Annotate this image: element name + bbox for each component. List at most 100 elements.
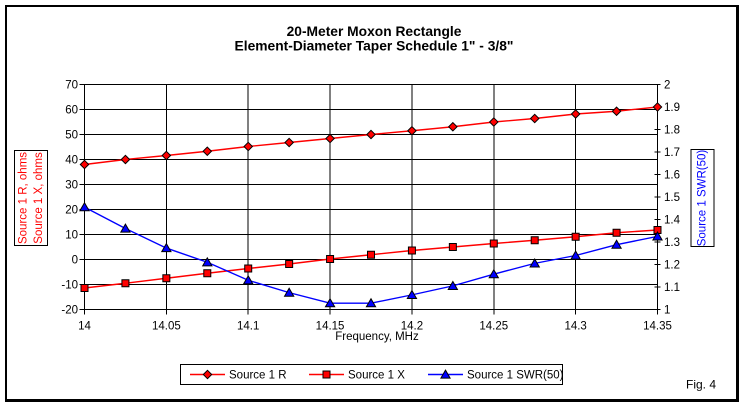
x-tick-label: 14.1 [237,321,259,333]
data-point-marker [119,223,131,233]
data-point-marker [570,109,581,119]
legend-label-source-1-x: Source 1 X [348,370,405,382]
legend-swatch-marker [202,369,213,380]
x-axis-title: Frequency, MHz [335,331,419,343]
data-point-marker [121,279,130,288]
data-point-marker [244,264,253,273]
y-right-tick-label: 1.1 [664,282,680,294]
y-right-tick-label: 1.3 [664,237,680,249]
data-point-marker [201,256,213,267]
data-point-marker [284,137,295,148]
y-left-tick-label: 50 [65,130,78,142]
data-point-marker [488,268,500,279]
data-point-marker [407,125,417,136]
data-point-marker [367,250,375,259]
legend-swatch-marker [440,369,451,379]
plot-area: 14 14.05 14.1 14.15 14.2 14.25 14.3 14.35 70 60 50… [61,80,680,333]
data-point-marker [611,239,623,249]
data-point-marker [243,141,254,152]
data-point-marker [529,113,540,124]
window-frame [5,5,739,402]
chart-title-line2: Element-Diameter Taper Schedule 1" - 3/8… [235,39,514,54]
y-right-tick-label: 1 [664,305,670,317]
data-point-marker [283,287,295,297]
y-right-tick-label: 1.6 [664,170,680,182]
data-point-marker [326,255,335,263]
data-point-marker [448,243,457,251]
data-point-marker [652,102,663,112]
data-point-marker [120,154,131,165]
figure-number: Fig. 4 [686,378,716,392]
legend-swatch-source-1-swr [428,369,463,379]
y-right-tick-label: 1.7 [664,147,680,159]
y-left-tick-label: 60 [65,105,78,117]
data-point-marker [447,121,458,132]
data-point-marker [325,133,335,144]
data-point-marker [407,246,416,255]
y-right-tick-label: 1.4 [664,215,681,227]
tick-labels: 14 14.05 14.1 14.15 14.2 14.25 14.3 14.35 70 60 50… [61,80,680,333]
x-tick-label: 14.2 [401,321,423,333]
y-left-tick-label: 70 [65,80,78,92]
y-left-tick-label: -10 [61,280,78,292]
data-point-marker [203,269,212,278]
data-point-marker [160,242,172,253]
y-left-tick-label: 30 [65,180,78,192]
data-point-marker [80,284,89,292]
data-point-marker [612,228,621,237]
y-right-tick-label: 1.9 [664,102,680,114]
chart-title-line1: 20-Meter Moxon Rectangle [287,24,462,39]
series-source-1-r [79,102,663,170]
y-left-tick-label: 40 [65,155,78,167]
data-point-marker [489,239,498,248]
data-point-marker [530,236,539,245]
right-axis-label-box: Source 1 SWR(50) [690,149,715,247]
series-source-1-x [80,226,662,292]
y-left-tick-label: -20 [61,305,78,317]
left-axis-label-box: Source 1 R, ohms Source 1 X, ohms [14,150,48,246]
data-point-marker [365,297,377,308]
data-point-marker [161,150,172,161]
x-tick-label: 14.3 [564,321,586,333]
legend-swatch-source-1-r [190,369,225,380]
data-point-marker [447,280,459,290]
legend-swatch-marker [322,370,331,379]
series-source-1-swr-50- [79,201,663,308]
data-point-marker [285,260,294,268]
data-point-marker [324,297,336,308]
x-tick-label: 14.05 [152,321,181,333]
data-point-marker [242,274,254,285]
y-right-tick-label: 2 [664,80,670,92]
data-point-marker [529,257,541,268]
legend-label-source-1-r: Source 1 R [229,370,287,382]
legend-label-source-1-swr: Source 1 SWR(50) [467,370,564,382]
y-right-tick-label: 1.8 [664,125,680,137]
data-point-marker [162,274,171,283]
data-point-marker [79,159,90,170]
data-point-marker [202,146,213,157]
data-point-marker [611,106,622,117]
data-point-marker [571,232,580,241]
left-axis-label-x: Source 1 X, ohms [33,152,45,244]
y-left-tick-label: 20 [65,205,78,217]
y-left-tick-label: 10 [65,230,78,242]
data-point-marker [652,230,663,241]
y-right-tick-label: 1.2 [664,260,680,272]
y-left-tick-label: 0 [72,255,78,267]
legend: Source 1 R Source 1 X Source 1 SWR(50) [180,364,564,385]
right-axis-label: Source 1 SWR(50) [697,150,709,247]
data-point-marker [488,117,499,127]
data-point-marker [366,129,376,140]
x-tick-label: 14.35 [643,321,672,333]
legend-swatch-source-1-x [309,370,344,379]
left-axis-label-r: Source 1 R, ohms [18,152,30,244]
x-tick-label: 14.25 [479,321,508,333]
y-right-tick-label: 1.5 [664,192,680,204]
x-tick-label: 14 [78,321,91,333]
data-point-marker [570,250,582,260]
x-tick-label: 14.15 [316,321,345,333]
data-point-marker [79,201,90,212]
data-point-marker [406,289,418,299]
